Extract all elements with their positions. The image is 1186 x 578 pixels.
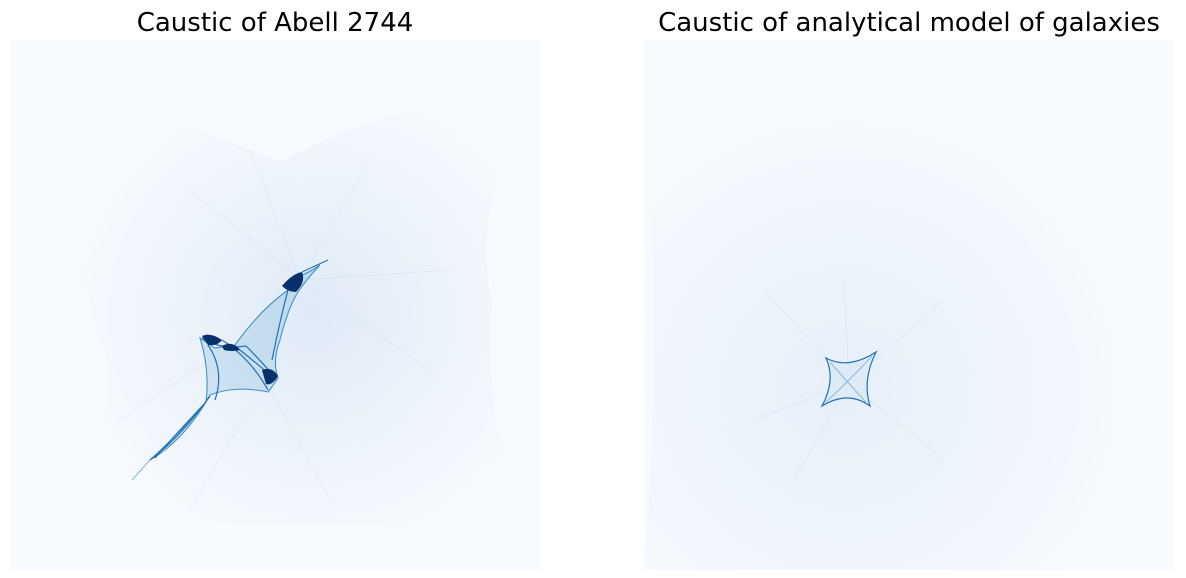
left-panel: Caustic of Abell 2744	[10, 0, 540, 578]
right-panel: Caustic of analytical model of galaxies	[644, 0, 1174, 578]
analytical-model-caustic-image	[644, 40, 1174, 570]
right-panel-title: Caustic of analytical model of galaxies	[658, 8, 1160, 38]
abell-2744-caustic-image	[10, 40, 540, 570]
left-panel-title: Caustic of Abell 2744	[136, 8, 414, 38]
